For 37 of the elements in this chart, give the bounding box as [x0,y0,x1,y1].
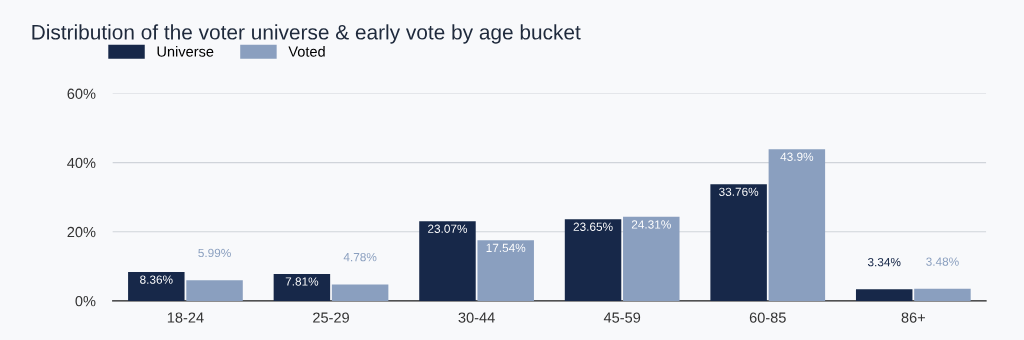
x-tick-label: 60-85 [749,312,786,323]
data-label: 43.9% [780,152,814,161]
legend-label: Universe [157,46,214,57]
data-label: 3.34% [867,257,901,267]
y-tick-label: 60% [67,88,96,99]
bar [128,272,185,301]
data-label: 4.78% [343,252,377,262]
x-tick-label: 45-59 [603,312,641,323]
data-label: 23.65% [573,222,613,231]
bar [273,273,331,301]
y-tick-label: 40% [67,157,96,169]
bar [623,216,680,301]
data-label: 7.81% [285,277,319,286]
bar [419,221,476,301]
chart-title: Distribution of the voter universe & early vote by age bucket [32,24,581,44]
x-tick-label: 18-24 [167,312,204,323]
bar [914,288,971,301]
data-label: 3.48% [926,257,959,266]
bar [186,280,243,301]
x-tick-label: 25-29 [313,312,349,323]
bar [710,184,767,301]
data-label: 23.07% [428,224,468,233]
x-tick-label: 86+ [901,312,925,323]
y-tick-label: 20% [67,226,96,238]
bar [768,149,826,301]
data-label: 17.54% [486,243,526,253]
bar [855,289,913,301]
bar [331,284,389,301]
data-label: 5.99% [198,248,231,258]
data-label: 33.76% [719,187,759,196]
y-tick-label: 0% [75,296,96,307]
x-tick-label: 30-44 [458,312,495,323]
bar [564,219,622,301]
bar [477,240,534,301]
legend-label: Voted [288,46,325,57]
data-label: 24.31% [631,220,671,229]
data-label: 8.36% [140,275,173,284]
